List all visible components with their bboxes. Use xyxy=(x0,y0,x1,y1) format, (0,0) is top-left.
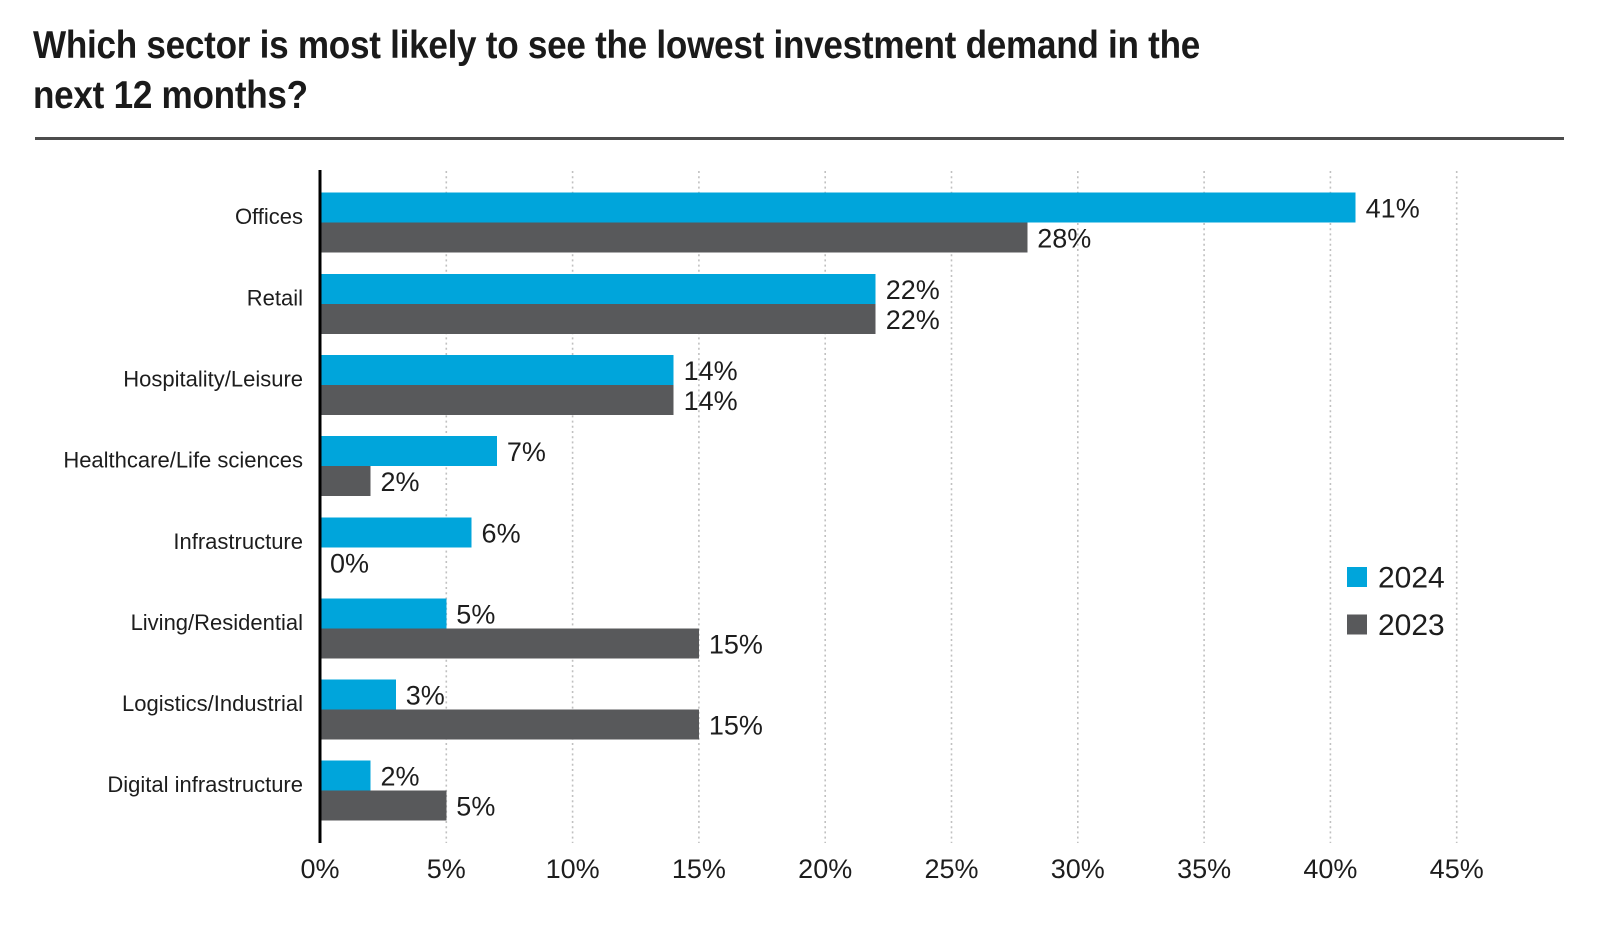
bar-2024-offices xyxy=(320,192,1356,223)
category-label-retail: Retail xyxy=(247,285,303,310)
category-label-healthcare-life-sciences: Healthcare/Life sciences xyxy=(63,448,303,473)
category-label-hospitality-leisure: Hospitality/Leisure xyxy=(123,366,303,391)
category-label-infrastructure: Infrastructure xyxy=(173,529,303,554)
value-label-2024-offices: 41% xyxy=(1366,194,1420,224)
bar-2023-hospitality-leisure xyxy=(320,384,674,415)
x-tick-0: 0% xyxy=(300,854,339,884)
bar-2023-retail xyxy=(320,303,876,334)
title-rule xyxy=(35,137,1564,140)
legend-label-2024: 2024 xyxy=(1378,562,1445,595)
bar-2024-hospitality-leisure xyxy=(320,354,674,385)
value-label-2024-retail: 22% xyxy=(886,275,940,305)
category-label-offices: Offices xyxy=(235,204,303,229)
page-title: Which sector is most likely to see the l… xyxy=(33,21,1200,121)
bar-2023-digital-infrastructure xyxy=(320,790,447,821)
value-label-2023-digital-infrastructure: 5% xyxy=(456,792,495,822)
bar-2023-healthcare-life-sciences xyxy=(320,466,371,497)
x-tick-40: 40% xyxy=(1303,854,1357,884)
bar-2024-healthcare-life-sciences xyxy=(320,436,497,467)
page-title-line2: next 12 months? xyxy=(33,74,308,117)
value-label-2023-offices: 28% xyxy=(1037,224,1091,254)
x-tick-25: 25% xyxy=(924,854,978,884)
x-tick-15: 15% xyxy=(672,854,726,884)
value-label-2024-digital-infrastructure: 2% xyxy=(381,762,420,792)
legend-label-2023: 2023 xyxy=(1378,609,1445,642)
x-tick-45: 45% xyxy=(1430,854,1484,884)
value-label-2024-logistics-industrial: 3% xyxy=(406,681,445,711)
axis-layer xyxy=(318,170,322,843)
x-tick-30: 30% xyxy=(1051,854,1105,884)
x-tick-35: 35% xyxy=(1177,854,1231,884)
bar-2023-logistics-industrial xyxy=(320,709,699,740)
value-label-2024-healthcare-life-sciences: 7% xyxy=(507,437,546,467)
x-tick-5: 5% xyxy=(427,854,466,884)
legend-layer: 2024 2023 xyxy=(1347,562,1445,642)
bar-2024-living-residential xyxy=(320,598,447,629)
value-label-2023-logistics-industrial: 15% xyxy=(709,711,763,741)
bar-layer xyxy=(320,192,1356,821)
category-label-logistics-industrial: Logistics/Industrial xyxy=(122,691,303,716)
bar-2024-infrastructure xyxy=(320,517,472,548)
legend-swatch-2023 xyxy=(1347,614,1367,635)
value-label-2023-living-residential: 15% xyxy=(709,629,763,659)
x-tick-20: 20% xyxy=(798,854,852,884)
x-tick-10: 10% xyxy=(546,854,600,884)
value-label-2024-infrastructure: 6% xyxy=(482,518,521,548)
bar-2023-living-residential xyxy=(320,628,699,659)
grid-layer xyxy=(445,171,1458,843)
y-axis-line xyxy=(318,170,322,843)
value-label-2023-healthcare-life-sciences: 2% xyxy=(381,467,420,497)
legend-swatch-2024 xyxy=(1347,567,1367,587)
value-label-2023-retail: 22% xyxy=(886,305,940,335)
category-label-digital-infrastructure: Digital infrastructure xyxy=(107,772,303,797)
value-label-2024-hospitality-leisure: 14% xyxy=(684,356,738,386)
value-label-2023-infrastructure: 0% xyxy=(330,548,369,578)
page-title-line1: Which sector is most likely to see the l… xyxy=(33,24,1201,67)
value-label-2024-living-residential: 5% xyxy=(456,599,495,629)
bar-2024-digital-infrastructure xyxy=(320,760,371,791)
bar-2024-retail xyxy=(320,273,876,304)
label-layer: 41% 28% Offices 22%22% Retail 14%14% Hospitali… xyxy=(63,194,1483,884)
category-label-living-residential: Living/Residential xyxy=(131,610,303,635)
bar-2023-offices xyxy=(320,222,1028,253)
bar-2024-logistics-industrial xyxy=(320,679,396,710)
value-label-2023-hospitality-leisure: 14% xyxy=(684,386,738,416)
